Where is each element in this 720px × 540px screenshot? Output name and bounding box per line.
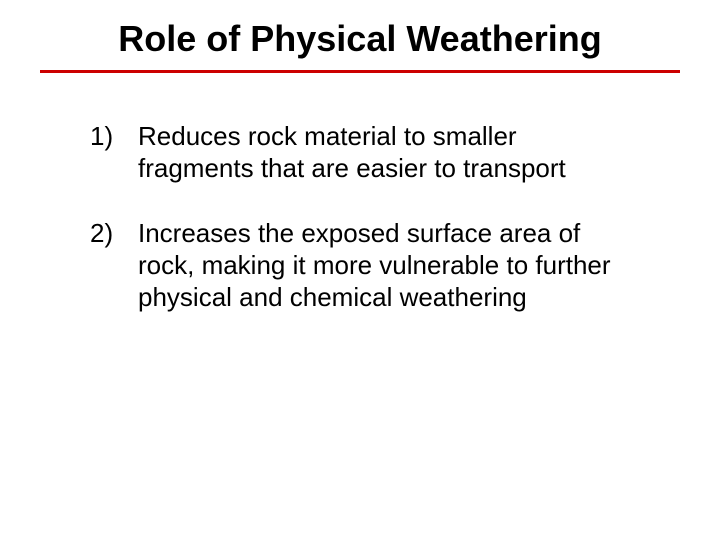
slide: Role of Physical Weathering 1) Reduces r… xyxy=(0,0,720,540)
list-item-text: Increases the exposed surface area of ro… xyxy=(138,218,630,313)
list-item-text: Reduces rock material to smaller fragmen… xyxy=(138,121,630,184)
list-item-number: 1) xyxy=(90,121,138,153)
title-divider xyxy=(40,70,680,73)
numbered-list: 1) Reduces rock material to smaller frag… xyxy=(90,121,630,314)
list-item-number: 2) xyxy=(90,218,138,250)
list-item: 2) Increases the exposed surface area of… xyxy=(90,218,630,313)
list-item: 1) Reduces rock material to smaller frag… xyxy=(90,121,630,184)
slide-title: Role of Physical Weathering xyxy=(0,0,720,70)
